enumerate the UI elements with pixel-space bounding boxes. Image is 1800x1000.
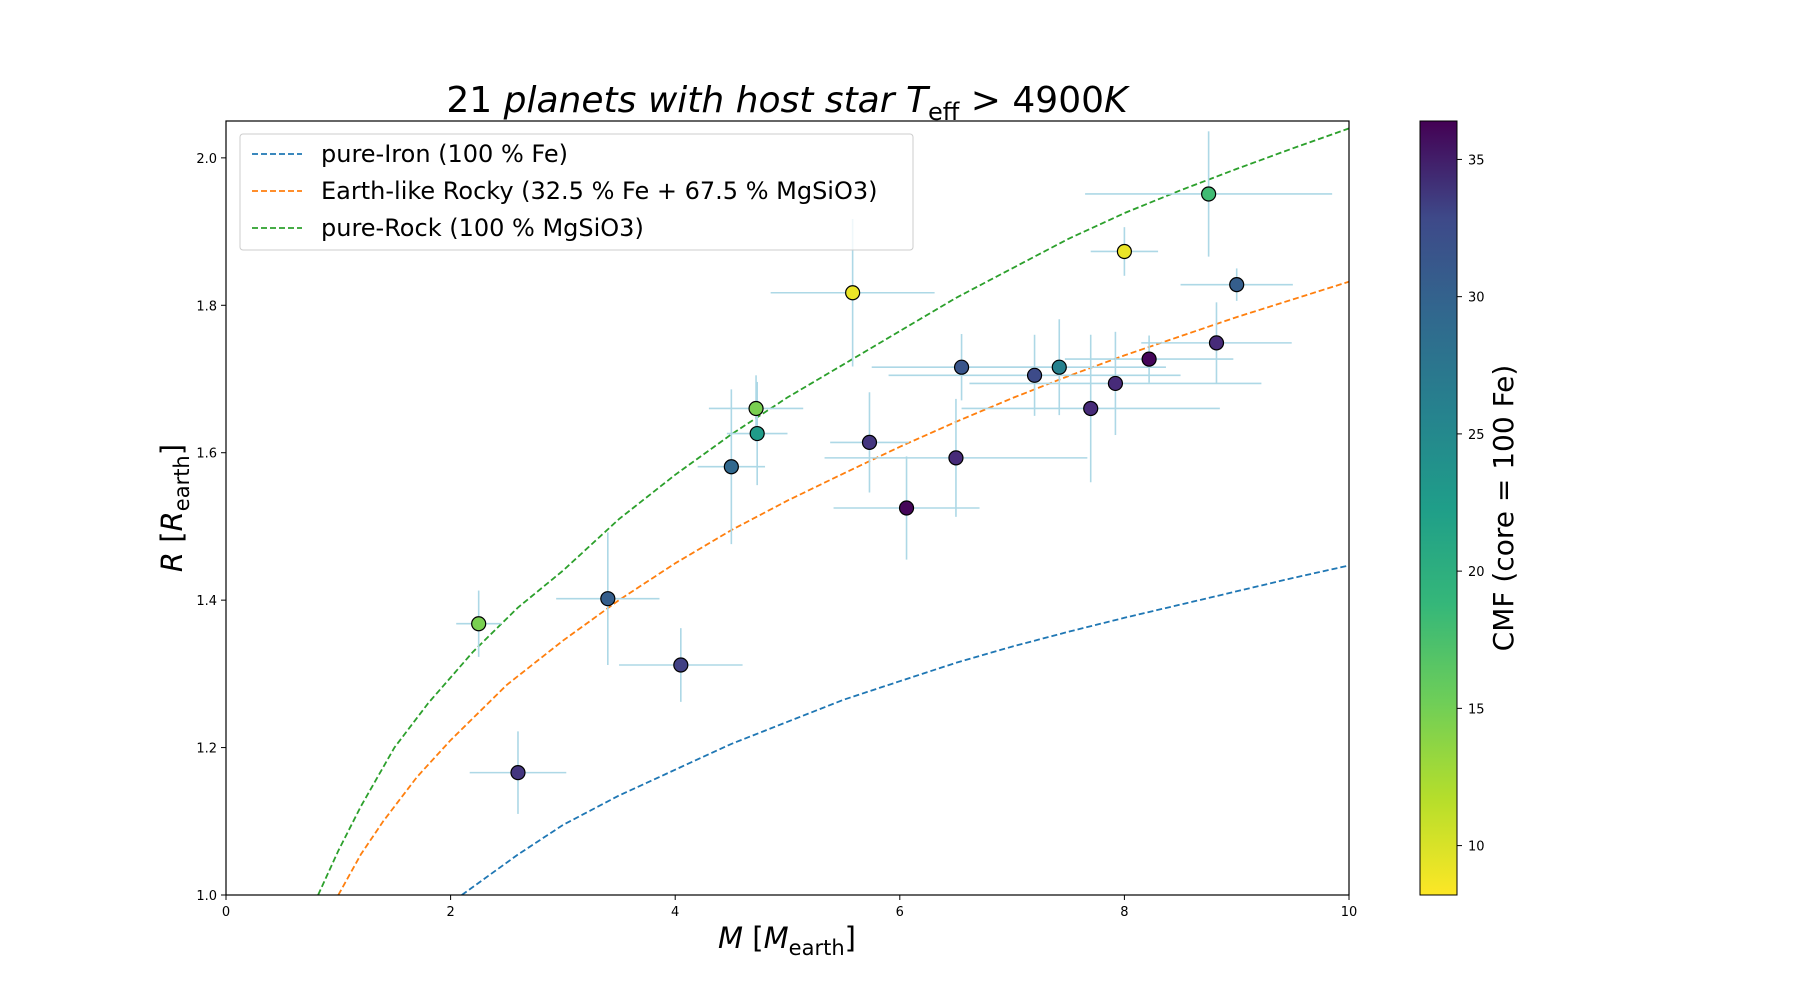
data-point <box>510 765 526 781</box>
x-tick-label: 2 <box>446 905 454 920</box>
y-tick-label: 1.2 <box>196 742 217 757</box>
plot-frame <box>225 120 1350 896</box>
data-point <box>948 450 964 466</box>
x-tick-label: 6 <box>896 905 904 920</box>
data-points <box>471 186 1245 781</box>
data-point <box>471 616 487 632</box>
chart-title: 21 planets with host star Teff > 4900K <box>446 80 1130 126</box>
x-tick-label: 8 <box>1120 905 1128 920</box>
y-tick-label: 1.4 <box>196 594 217 609</box>
y-tick-label: 1.6 <box>196 447 217 462</box>
colorbar-ticks: 10 15 20 25 30 35 <box>1457 153 1485 855</box>
data-point <box>1083 400 1099 417</box>
y-tick-label: 1.8 <box>196 299 217 314</box>
data-point <box>1026 367 1043 383</box>
data-point <box>861 434 878 450</box>
colorbar <box>1419 120 1458 896</box>
data-point <box>1141 351 1157 367</box>
legend-label: Earth-like Rocky (32.5 % Fe + 67.5 % MgS… <box>321 177 878 205</box>
data-point <box>845 285 861 301</box>
legend-label: pure-Rock (100 % MgSiO3) <box>321 214 644 242</box>
y-axis-ticks: 1.0 1.2 1.4 1.6 1.8 2.0 <box>196 152 226 904</box>
data-point <box>953 359 970 375</box>
y-tick-label: 2.0 <box>196 152 217 167</box>
data-point <box>673 657 689 673</box>
colorbar-tick-label: 20 <box>1468 565 1485 580</box>
data-point <box>1051 359 1067 375</box>
legend: pure-Iron (100 % Fe) Earth-like Rocky (32… <box>239 133 914 251</box>
colorbar-tick-label: 25 <box>1468 428 1485 443</box>
data-point <box>723 459 739 475</box>
data-point <box>748 400 764 417</box>
curve-line-2 <box>317 127 1349 895</box>
x-tick-label: 10 <box>1341 905 1358 920</box>
data-point <box>898 500 915 516</box>
data-point <box>749 425 765 442</box>
curve-line-0 <box>461 564 1349 895</box>
data-point <box>1107 375 1124 392</box>
x-axis-ticks: 0 2 4 6 8 10 <box>222 895 1357 920</box>
colorbar-label: CMF (core = 100 Fe) <box>1487 365 1520 652</box>
legend-box <box>239 133 914 251</box>
data-point <box>1201 186 1217 202</box>
legend-label: pure-Iron (100 % Fe) <box>321 140 568 168</box>
data-point <box>1116 243 1133 260</box>
x-axis-label: M [Mearth] <box>718 921 856 960</box>
colorbar-tick-label: 10 <box>1468 840 1485 855</box>
colorbar-tick-label: 35 <box>1468 153 1485 168</box>
y-tick-label: 1.0 <box>196 889 217 904</box>
data-point <box>1229 277 1245 293</box>
x-tick-label: 0 <box>222 905 230 920</box>
y-axis-label: R [Rearth] <box>155 444 194 572</box>
data-point <box>1208 335 1225 351</box>
x-tick-label: 4 <box>671 905 679 920</box>
colorbar-tick-label: 15 <box>1468 702 1485 717</box>
data-point <box>600 591 616 607</box>
colorbar-tick-label: 30 <box>1468 291 1485 306</box>
